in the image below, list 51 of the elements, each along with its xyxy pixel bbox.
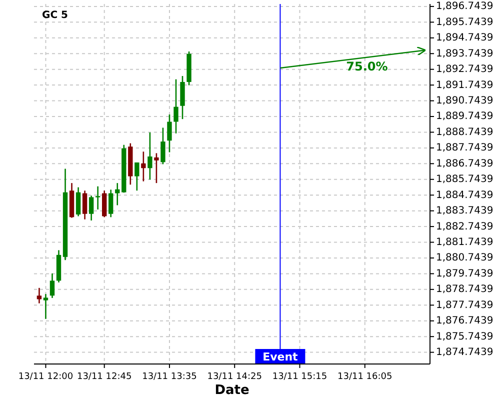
candlestick xyxy=(174,78,178,134)
y-tick-label: 1,889.7439 xyxy=(436,111,494,122)
y-tick-label: 1,887.7439 xyxy=(436,142,494,154)
y-tick-label: 1,894.7439 xyxy=(436,32,494,44)
y-tick-label: 1,874.7439 xyxy=(436,347,494,358)
candlestick xyxy=(115,182,120,206)
y-tick-label: 1,882.7439 xyxy=(436,221,494,232)
candlestick xyxy=(167,114,172,153)
x-tick-label: 13/11 14:25 xyxy=(207,372,262,382)
candlestick xyxy=(43,293,48,320)
candlestick xyxy=(76,186,81,217)
y-tick-label: 1,886.7439 xyxy=(436,158,494,170)
candlestick xyxy=(36,287,42,304)
candlestick xyxy=(148,132,152,180)
y-tick-label: 1,895.7439 xyxy=(436,16,494,28)
y-tick-label: 1,875.7439 xyxy=(436,331,494,342)
y-tick-label: 1,891.7439 xyxy=(436,80,494,91)
y-tick-label: 1,879.7439 xyxy=(436,268,494,280)
x-tick-label: 13/11 15:15 xyxy=(272,372,328,382)
y-tick-label: 1,885.7439 xyxy=(436,174,494,186)
y-tick-label: 1,893.7439 xyxy=(436,48,494,60)
annotation: 75.0% xyxy=(346,60,388,74)
candlestick xyxy=(108,189,114,218)
candlestick xyxy=(95,186,100,210)
y-tick-label: 1,880.7439 xyxy=(436,252,494,264)
y-tick-label: 1,892.7439 xyxy=(436,64,494,76)
candlestick xyxy=(141,150,146,182)
y-tick-label: 1,876.7439 xyxy=(436,316,494,327)
candlestick xyxy=(102,190,107,218)
y-tick-label: 1,881.7439 xyxy=(436,236,494,248)
y-tick-label: 1,890.7439 xyxy=(436,96,494,107)
candlestick xyxy=(160,127,166,165)
candlestick xyxy=(180,75,185,120)
candlestick xyxy=(88,194,94,222)
y-tick-label: 1,878.7439 xyxy=(436,284,494,296)
ref-line-label: Event xyxy=(262,350,298,364)
y-tick-label: 1,877.7439 xyxy=(436,300,494,311)
candlestick xyxy=(50,272,55,299)
x-tick-label: 13/11 16:05 xyxy=(338,372,392,382)
text: GC 5 xyxy=(42,10,68,21)
y-tick-label: 1,884.7439 xyxy=(436,190,494,201)
candlestick xyxy=(154,152,159,184)
candlestick xyxy=(82,190,88,220)
y-tick-label: 1,888.7439 xyxy=(436,126,494,138)
x-tick-label: 13/11 13:35 xyxy=(142,372,197,382)
y-tick-label: 1,883.7439 xyxy=(436,206,494,217)
y-tick-label: 1,896.7439 xyxy=(436,1,494,12)
x-axis-title: Date xyxy=(214,383,250,398)
x-tick-label: 13/11 12:45 xyxy=(76,372,132,382)
x-tick-label: 13/11 12:00 xyxy=(18,372,74,382)
candlestick xyxy=(134,162,140,192)
